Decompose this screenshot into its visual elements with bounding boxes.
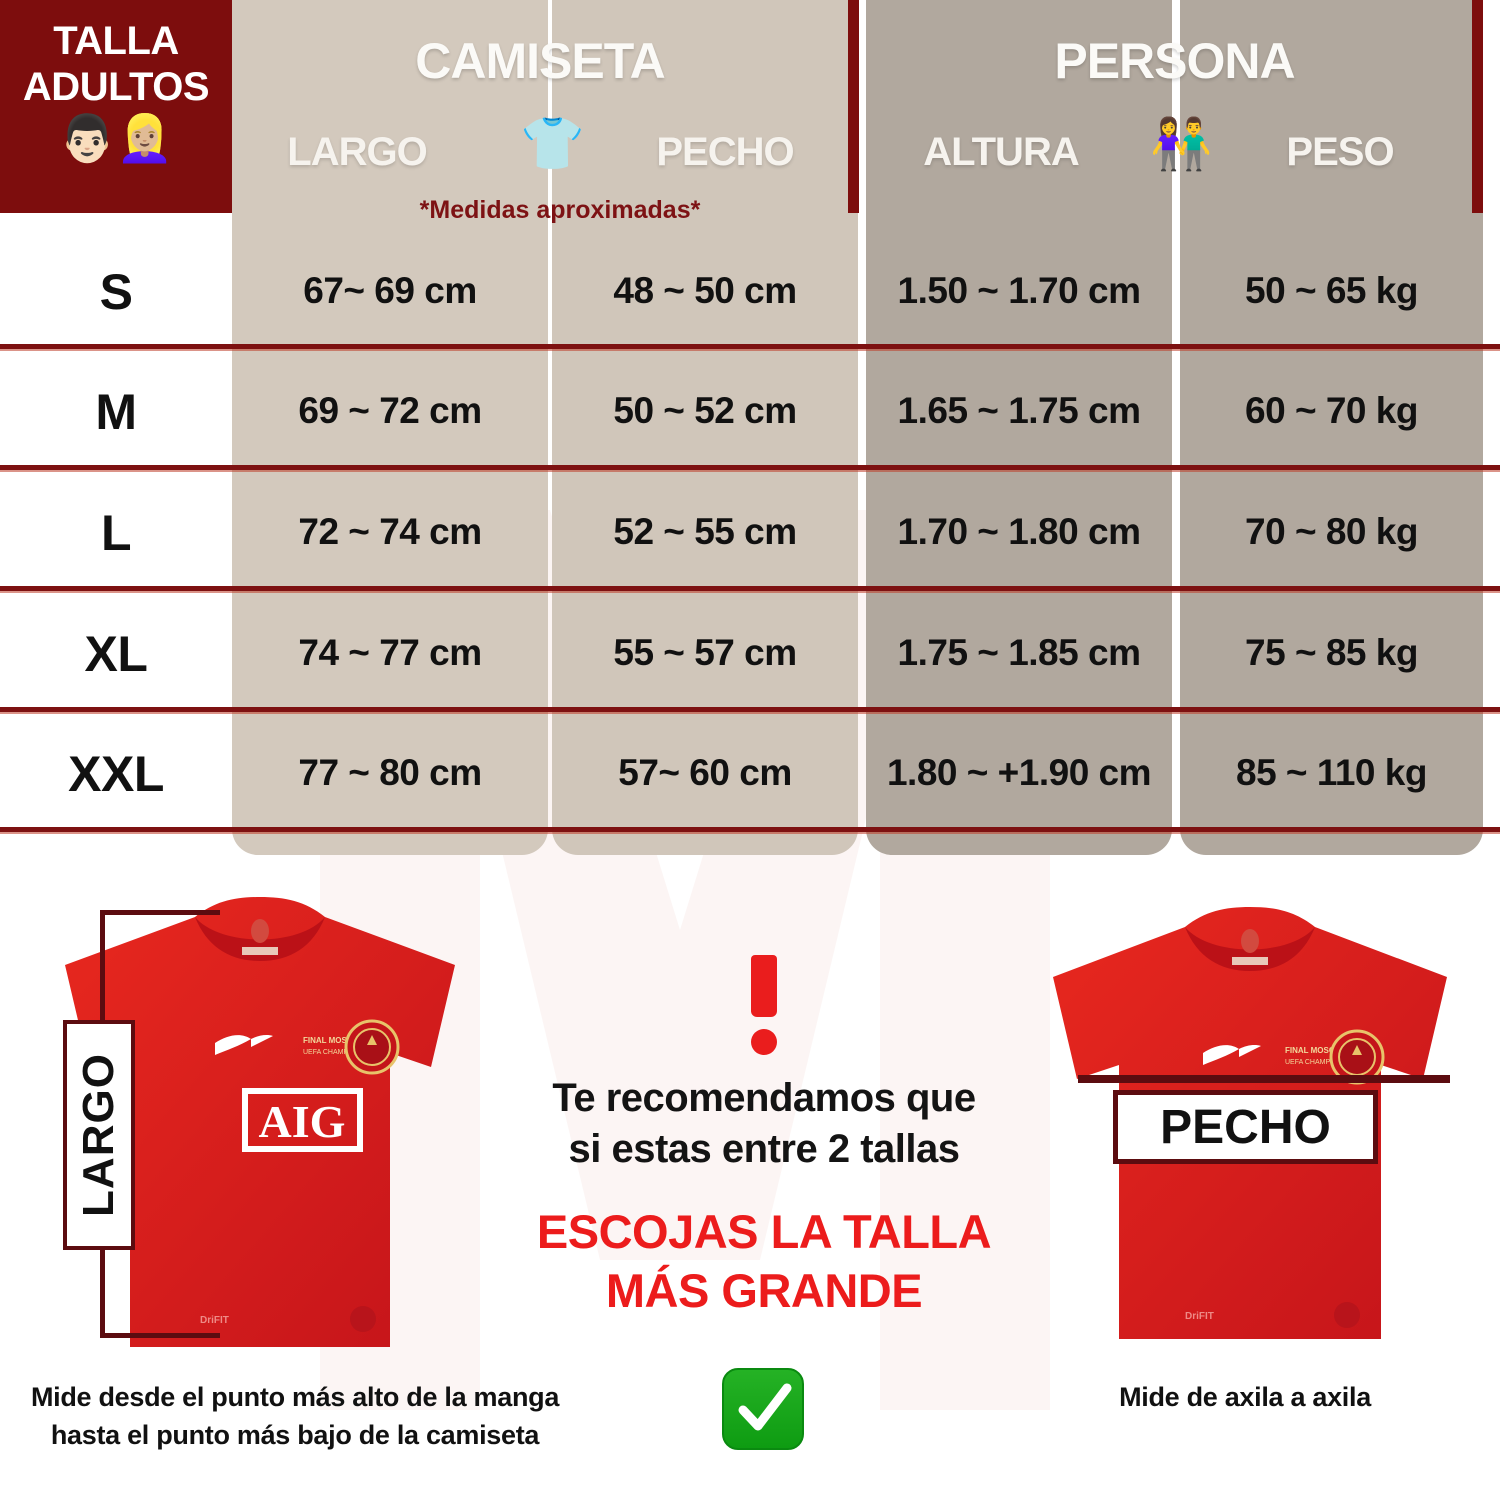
- advice-text: Te recomendamos que si estas entre 2 tal…: [500, 1073, 1028, 1175]
- cell-altura: 1.50 ~ 1.70 cm: [897, 270, 1141, 311]
- cell-altura: 1.80 ~ +1.90 cm: [886, 752, 1152, 793]
- table-row: L: [100, 505, 132, 561]
- advice-emphasis: ESCOJAS LA TALLA MÁS GRANDE: [490, 1202, 1038, 1320]
- cell-pecho: 52 ~ 55 cm: [613, 511, 797, 552]
- row-divider-5: [0, 827, 1500, 832]
- row-divider-4: [0, 707, 1500, 712]
- cell-peso: 85 ~ 110 kg: [1236, 752, 1427, 793]
- column-header-altura: ALTURA: [923, 130, 1079, 174]
- tshirt-icon: 👕: [520, 115, 585, 173]
- cell-peso: 60 ~ 70 kg: [1245, 390, 1418, 431]
- pecho-callout-label: PECHO: [1113, 1090, 1378, 1164]
- table-row: XXL: [68, 746, 164, 802]
- people-emoji-icon: 👨🏻👱🏼‍♀️: [58, 112, 174, 164]
- header-divider-left: [848, 0, 859, 213]
- cell-largo: 74 ~ 77 cm: [298, 632, 482, 673]
- table-row: S: [99, 264, 133, 320]
- size-header-line1: TALLA: [53, 19, 179, 63]
- group-header-camiseta: CAMISETA: [415, 33, 665, 89]
- svg-text:DriFIT: DriFIT: [1185, 1311, 1214, 1322]
- largo-callout-label: LARGO: [63, 1020, 135, 1250]
- caption-largo: Mide desde el punto más alto de la manga…: [10, 1378, 580, 1454]
- size-table: TALLA ADULTOS 👨🏻👱🏼‍♀️ CAMISETA PERSONA L…: [0, 0, 1500, 855]
- cell-largo: 72 ~ 74 cm: [298, 511, 482, 552]
- column-band-largo: [232, 0, 548, 855]
- row-divider-1: [0, 344, 1500, 349]
- table-row: XL: [84, 626, 148, 682]
- pecho-measure-line: [1078, 1075, 1450, 1083]
- exclamation-icon: [744, 955, 784, 1055]
- cell-altura: 1.75 ~ 1.85 cm: [897, 632, 1141, 673]
- svg-text:DriFIT: DriFIT: [200, 1315, 229, 1326]
- advice-emphasis-line-2: MÁS GRANDE: [605, 1264, 923, 1317]
- cell-largo: 69 ~ 72 cm: [298, 390, 482, 431]
- column-band-peso: [1180, 0, 1483, 855]
- advice-line-1: Te recomendamos que: [552, 1076, 976, 1120]
- column-header-largo: LARGO: [287, 130, 427, 174]
- jersey-front-largo: FINAL MOSCOW 2008 UEFA CHAMPIONS LEAGUE …: [45, 895, 475, 1355]
- column-band-pecho: [552, 0, 858, 855]
- cell-pecho: 57~ 60 cm: [618, 752, 792, 793]
- cell-pecho: 48 ~ 50 cm: [613, 270, 797, 311]
- caption-largo-line-1: Mide desde el punto más alto de la manga: [30, 1382, 560, 1412]
- check-mark-icon: [722, 1368, 804, 1450]
- svg-text:FINAL MOSCOW 2008: FINAL MOSCOW 2008: [1285, 1046, 1369, 1055]
- column-header-peso: PESO: [1286, 130, 1394, 174]
- cell-largo: 77 ~ 80 cm: [298, 752, 482, 793]
- cell-peso: 50 ~ 65 kg: [1245, 270, 1418, 311]
- size-header-block: TALLA ADULTOS 👨🏻👱🏼‍♀️: [0, 0, 232, 213]
- size-header-line2: ADULTOS: [22, 65, 210, 109]
- caption-pecho: Mide de axila a axila: [1119, 1382, 1371, 1412]
- cell-altura: 1.70 ~ 1.80 cm: [897, 511, 1141, 552]
- cell-altura: 1.65 ~ 1.75 cm: [897, 390, 1141, 431]
- cell-peso: 75 ~ 85 kg: [1245, 632, 1418, 673]
- pecho-callout-text: PECHO: [1160, 1100, 1331, 1154]
- advice-line-2: si estas entre 2 tallas: [568, 1127, 960, 1171]
- advice-emphasis-line-1: ESCOJAS LA TALLA: [536, 1205, 992, 1258]
- cell-pecho: 50 ~ 52 cm: [613, 390, 797, 431]
- cell-largo: 67~ 69 cm: [303, 270, 477, 311]
- cell-peso: 70 ~ 80 kg: [1245, 511, 1418, 552]
- caption-largo-line-2: hasta el punto más bajo de la camiseta: [50, 1420, 540, 1450]
- approximate-note: *Medidas aproximadas*: [419, 196, 701, 224]
- header-divider-right: [1472, 0, 1483, 213]
- cell-pecho: 55 ~ 57 cm: [613, 632, 797, 673]
- jersey-sponsor-text: AIG: [259, 1096, 346, 1147]
- group-header-persona: PERSONA: [1054, 33, 1295, 89]
- couple-icon: 👫: [1150, 116, 1213, 172]
- largo-callout-text: LARGO: [74, 1053, 124, 1217]
- table-row: M: [95, 384, 137, 440]
- row-divider-2: [0, 465, 1500, 470]
- row-divider-3: [0, 586, 1500, 591]
- column-header-pecho: PECHO: [656, 130, 794, 174]
- svg-text:FINAL MOSCOW 2008: FINAL MOSCOW 2008: [303, 1036, 387, 1045]
- column-band-altura: [866, 0, 1172, 855]
